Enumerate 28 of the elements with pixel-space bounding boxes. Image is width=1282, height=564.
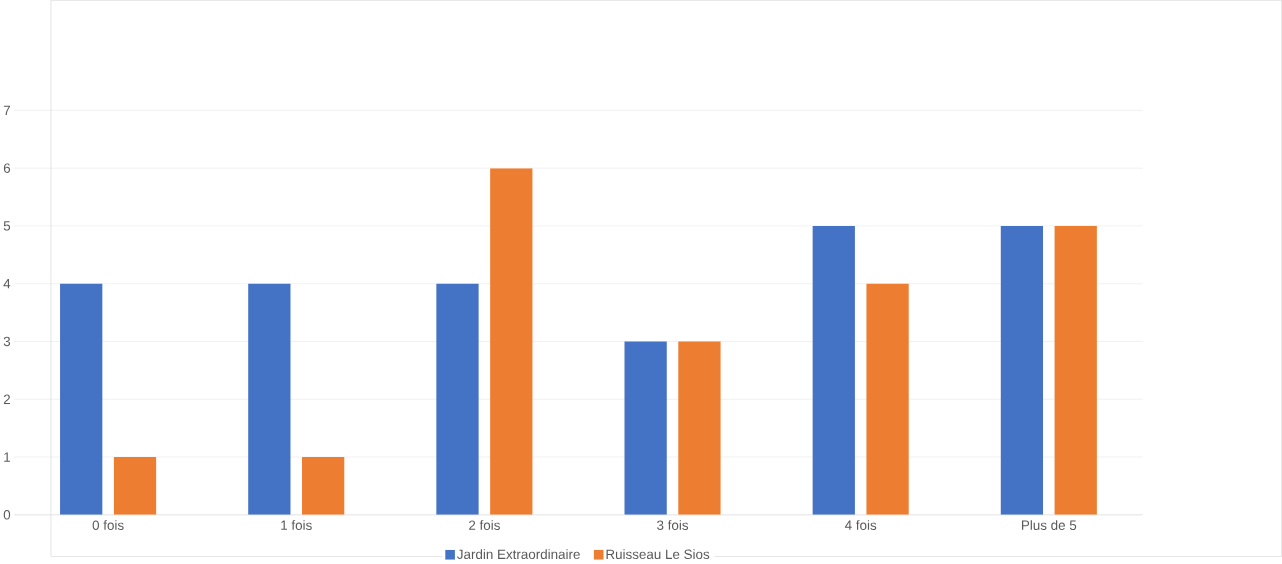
bar xyxy=(1054,225,1097,515)
y-tick-label: 1 xyxy=(4,452,10,462)
bar xyxy=(113,456,157,515)
legend-label: Ruisseau Le Sios xyxy=(606,549,710,559)
x-tick-label: 3 fois xyxy=(657,520,689,530)
bar xyxy=(248,283,291,515)
y-tick-label: 5 xyxy=(3,221,11,231)
y-tick-label: 7 xyxy=(3,105,10,115)
x-tick-label: 2 fois xyxy=(469,520,500,530)
y-tick-label: 4 xyxy=(3,279,11,289)
bar xyxy=(302,456,345,515)
bar xyxy=(1000,225,1044,515)
y-tick-label: 3 xyxy=(3,336,11,347)
bar xyxy=(436,283,479,515)
x-tick-label: 1 fois xyxy=(281,520,312,530)
y-tick-label: 2 xyxy=(3,394,10,404)
bar xyxy=(678,341,721,515)
bar xyxy=(60,283,103,515)
bar xyxy=(866,283,909,515)
bar xyxy=(490,168,533,515)
bar xyxy=(812,225,855,515)
y-tick-label: 6 xyxy=(3,163,11,173)
x-tick-label: 4 fois xyxy=(844,520,877,530)
legend-label: Jardin Extraordinaire xyxy=(457,549,580,559)
bar xyxy=(624,341,667,515)
x-tick-label: Plus de 5 xyxy=(1021,520,1077,530)
y-tick-label: 0 xyxy=(3,510,11,520)
x-tick-label: 0 fois xyxy=(92,520,124,530)
